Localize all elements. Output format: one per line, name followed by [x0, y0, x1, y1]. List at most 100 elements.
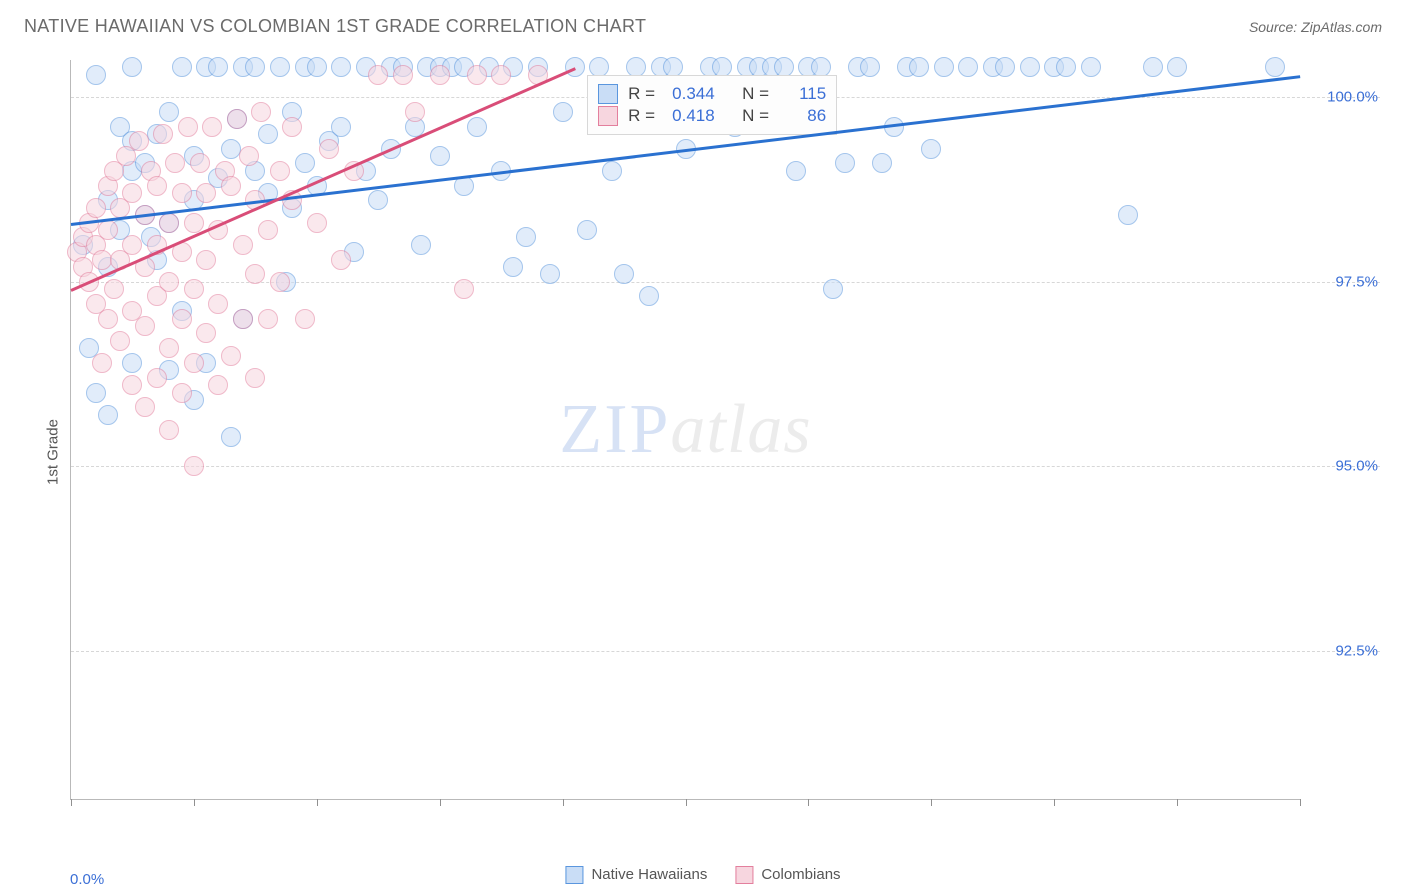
data-point: [221, 346, 241, 366]
y-tick-label: 95.0%: [1335, 458, 1378, 475]
chart-container: 1st Grade ZIPatlas 92.5%95.0%97.5%100.0%…: [24, 52, 1390, 852]
data-point: [233, 235, 253, 255]
data-point: [135, 316, 155, 336]
data-point: [270, 272, 290, 292]
data-point: [129, 131, 149, 151]
stats-row: R = 0.418 N = 86: [598, 106, 826, 126]
data-point: [565, 57, 585, 77]
data-point: [368, 65, 388, 85]
x-tick: [563, 799, 564, 806]
data-point: [577, 220, 597, 240]
data-point: [153, 124, 173, 144]
data-point: [251, 102, 271, 122]
data-point: [98, 405, 118, 425]
r-value: 0.344: [672, 84, 732, 104]
data-point: [165, 153, 185, 173]
data-point: [270, 57, 290, 77]
data-point: [110, 331, 130, 351]
x-tick: [71, 799, 72, 806]
data-point: [172, 183, 192, 203]
x-tick: [194, 799, 195, 806]
data-point: [1118, 205, 1138, 225]
data-point: [178, 117, 198, 137]
data-point: [147, 368, 167, 388]
data-point: [122, 57, 142, 77]
data-point: [1081, 57, 1101, 77]
data-point: [184, 213, 204, 233]
x-tick: [317, 799, 318, 806]
legend-swatch: [565, 866, 583, 884]
data-point: [184, 456, 204, 476]
data-point: [411, 235, 431, 255]
x-tick: [440, 799, 441, 806]
x-tick: [808, 799, 809, 806]
n-value: 86: [786, 106, 826, 126]
data-point: [368, 190, 388, 210]
data-point: [104, 279, 124, 299]
gridline: [71, 466, 1380, 467]
data-point: [319, 139, 339, 159]
n-label: N =: [742, 106, 776, 126]
data-point: [122, 353, 142, 373]
data-point: [405, 102, 425, 122]
data-point: [98, 220, 118, 240]
data-point: [1020, 57, 1040, 77]
data-point: [295, 153, 315, 173]
data-point: [159, 338, 179, 358]
data-point: [172, 57, 192, 77]
data-point: [202, 117, 222, 137]
data-point: [159, 420, 179, 440]
x-tick: [1177, 799, 1178, 806]
y-tick-label: 97.5%: [1335, 273, 1378, 290]
y-axis-label: 1st Grade: [44, 419, 61, 485]
data-point: [393, 65, 413, 85]
series-swatch: [598, 106, 618, 126]
data-point: [909, 57, 929, 77]
data-point: [540, 264, 560, 284]
data-point: [196, 323, 216, 343]
data-point: [270, 161, 290, 181]
data-point: [221, 427, 241, 447]
data-point: [430, 65, 450, 85]
data-point: [98, 309, 118, 329]
data-point: [196, 183, 216, 203]
data-point: [1056, 57, 1076, 77]
data-point: [122, 183, 142, 203]
legend-item: Native Hawaiians: [565, 866, 707, 884]
x-tick: [1054, 799, 1055, 806]
x-tick: [1300, 799, 1301, 806]
data-point: [934, 57, 954, 77]
data-point: [227, 109, 247, 129]
r-label: R =: [628, 106, 662, 126]
data-point: [92, 353, 112, 373]
data-point: [92, 250, 112, 270]
data-point: [233, 309, 253, 329]
data-point: [245, 368, 265, 388]
correlation-stats-box: R = 0.344 N = 115R = 0.418 N = 86: [587, 75, 837, 135]
data-point: [159, 213, 179, 233]
data-point: [172, 309, 192, 329]
series-swatch: [598, 84, 618, 104]
r-value: 0.418: [672, 106, 732, 126]
legend-label: Native Hawaiians: [591, 866, 707, 883]
r-label: R =: [628, 84, 662, 104]
data-point: [430, 146, 450, 166]
legend-item: Colombians: [735, 866, 840, 884]
data-point: [239, 146, 259, 166]
data-point: [159, 102, 179, 122]
data-point: [835, 153, 855, 173]
data-point: [282, 117, 302, 137]
data-point: [331, 117, 351, 137]
data-point: [995, 57, 1015, 77]
n-value: 115: [786, 84, 826, 104]
data-point: [860, 57, 880, 77]
legend: Native Hawaiians Colombians: [565, 866, 840, 884]
chart-title: NATIVE HAWAIIAN VS COLOMBIAN 1ST GRADE C…: [24, 16, 646, 37]
data-point: [307, 213, 327, 233]
data-point: [86, 65, 106, 85]
data-point: [221, 176, 241, 196]
data-point: [258, 124, 278, 144]
data-point: [221, 139, 241, 159]
y-tick-label: 100.0%: [1327, 88, 1378, 105]
data-point: [184, 353, 204, 373]
